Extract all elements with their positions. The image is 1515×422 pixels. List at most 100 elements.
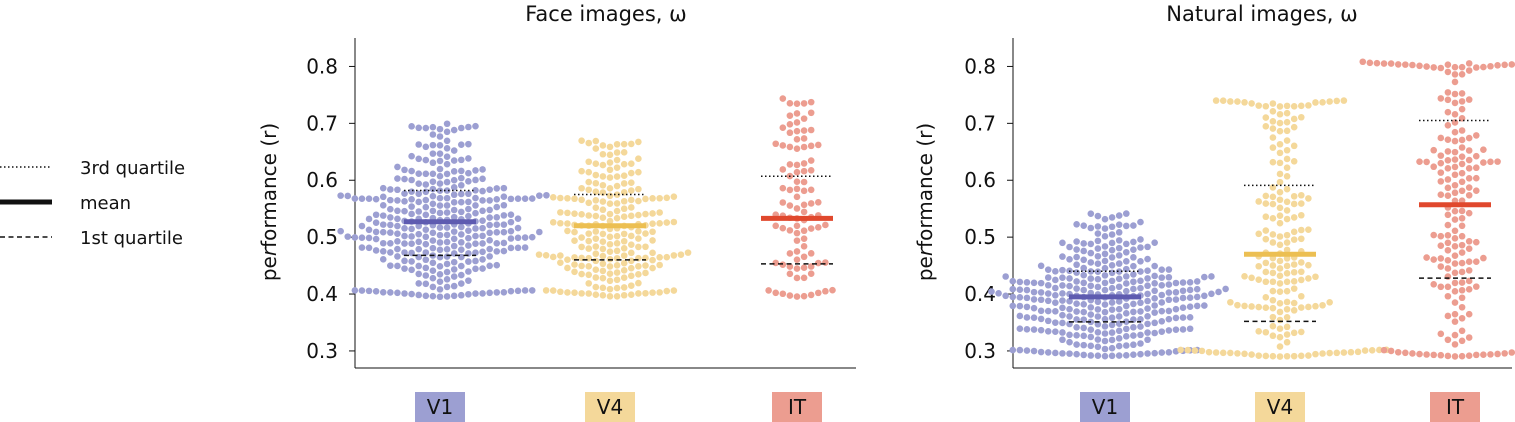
- data-point-v4: [1269, 118, 1277, 125]
- data-point-it: [800, 127, 808, 134]
- data-point-it: [793, 127, 801, 135]
- data-point-it: [1472, 164, 1480, 172]
- data-point-v4: [1269, 158, 1277, 166]
- data-point-it: [1451, 227, 1459, 235]
- data-point-v1: [479, 232, 486, 240]
- data-point-it: [1465, 191, 1473, 199]
- y-axis-label-text: formance (r): [257, 123, 281, 248]
- data-point-v1: [429, 283, 437, 291]
- data-point-v4: [1184, 346, 1192, 354]
- data-point-v4: [1219, 349, 1227, 357]
- data-point-v1: [1108, 277, 1116, 285]
- data-point-v1: [436, 231, 444, 239]
- data-point-v1: [401, 224, 408, 232]
- data-point-v4: [1248, 351, 1255, 358]
- data-point-it: [779, 124, 787, 131]
- data-point-v1: [422, 226, 430, 233]
- data-point-v1: [1059, 304, 1066, 312]
- data-point-v1: [1122, 333, 1130, 340]
- data-point-v1: [507, 195, 515, 203]
- data-point-v1: [443, 128, 451, 136]
- data-point-it: [800, 201, 808, 209]
- data-point-v4: [1262, 102, 1270, 110]
- data-point-v1: [1137, 258, 1144, 265]
- data-point-it: [1451, 99, 1459, 107]
- data-point-v1: [415, 230, 423, 238]
- data-point-v1: [1186, 279, 1194, 286]
- data-point-v1: [1073, 269, 1080, 276]
- data-point-v1: [401, 240, 408, 247]
- data-point-it: [1373, 59, 1381, 67]
- data-point-it: [1444, 352, 1452, 360]
- data-point-v4: [1290, 299, 1298, 307]
- data-point-v1: [422, 272, 430, 279]
- data-point-v4: [620, 197, 628, 205]
- data-point-it: [1465, 310, 1473, 318]
- data-point-v4: [627, 169, 635, 177]
- data-point-it: [779, 184, 787, 192]
- data-point-v1: [1016, 278, 1024, 286]
- data-point-v1: [387, 229, 394, 236]
- data-point-v1: [408, 123, 415, 130]
- data-point-it: [1451, 189, 1459, 197]
- data-point-v1: [1201, 302, 1208, 309]
- data-point-v4: [670, 193, 678, 200]
- data-point-it: [786, 186, 794, 194]
- data-point-v4: [1219, 97, 1227, 105]
- data-point-v1: [486, 245, 493, 253]
- data-point-v4: [1212, 97, 1220, 104]
- data-point-v1: [1122, 273, 1130, 280]
- category-box-it: [1430, 392, 1480, 422]
- data-point-v4: [1319, 98, 1326, 106]
- data-point-v1: [1179, 304, 1187, 311]
- data-point-v1: [1044, 266, 1052, 273]
- data-point-v4: [564, 220, 571, 227]
- data-point-v1: [1009, 293, 1017, 301]
- data-point-v4: [1283, 207, 1291, 214]
- data-point-v1: [1052, 349, 1059, 357]
- data-point-v4: [656, 261, 663, 269]
- data-point-v4: [578, 167, 585, 175]
- y-tick-label: 0.8: [306, 54, 338, 78]
- data-point-v1: [1080, 279, 1088, 287]
- data-point-v4: [599, 214, 607, 221]
- data-point-v4: [1234, 301, 1241, 309]
- data-point-v1: [1009, 285, 1017, 293]
- data-point-v4: [1276, 272, 1284, 280]
- data-point-v1: [521, 195, 529, 202]
- data-point-v1: [379, 221, 387, 228]
- data-point-v1: [1087, 210, 1095, 217]
- data-point-it: [1444, 176, 1452, 183]
- data-point-v4: [564, 194, 571, 202]
- data-point-v4: [1227, 298, 1234, 306]
- data-point-v1: [528, 287, 536, 294]
- data-point-v4: [684, 249, 692, 256]
- data-point-it: [800, 143, 808, 151]
- data-point-it: [1472, 64, 1480, 71]
- data-point-v1: [1037, 262, 1045, 270]
- category-box-v4: [585, 392, 635, 422]
- data-point-v1: [1115, 229, 1123, 236]
- data-point-it: [1487, 62, 1494, 70]
- data-point-v4: [1269, 100, 1277, 107]
- data-point-v1: [1094, 230, 1102, 237]
- data-point-v4: [1276, 325, 1284, 332]
- data-point-v4: [1276, 299, 1284, 307]
- data-point-v1: [479, 248, 486, 256]
- data-point-v1: [493, 214, 501, 221]
- data-point-v1: [1101, 330, 1109, 337]
- data-point-v1: [457, 181, 465, 189]
- data-point-it: [1451, 137, 1459, 145]
- data-point-v1: [472, 176, 479, 184]
- data-point-it: [814, 141, 822, 149]
- data-point-v4: [1269, 144, 1277, 151]
- data-point-v1: [465, 190, 472, 198]
- data-point-it: [1451, 269, 1459, 277]
- data-point-v4: [1283, 102, 1291, 110]
- data-point-it: [779, 224, 787, 232]
- data-point-v4: [1290, 214, 1298, 221]
- y-axis-label-italic: r: [913, 246, 937, 256]
- data-point-it: [1437, 152, 1445, 159]
- data-point-it: [1472, 174, 1480, 182]
- data-point-v1: [1186, 303, 1194, 310]
